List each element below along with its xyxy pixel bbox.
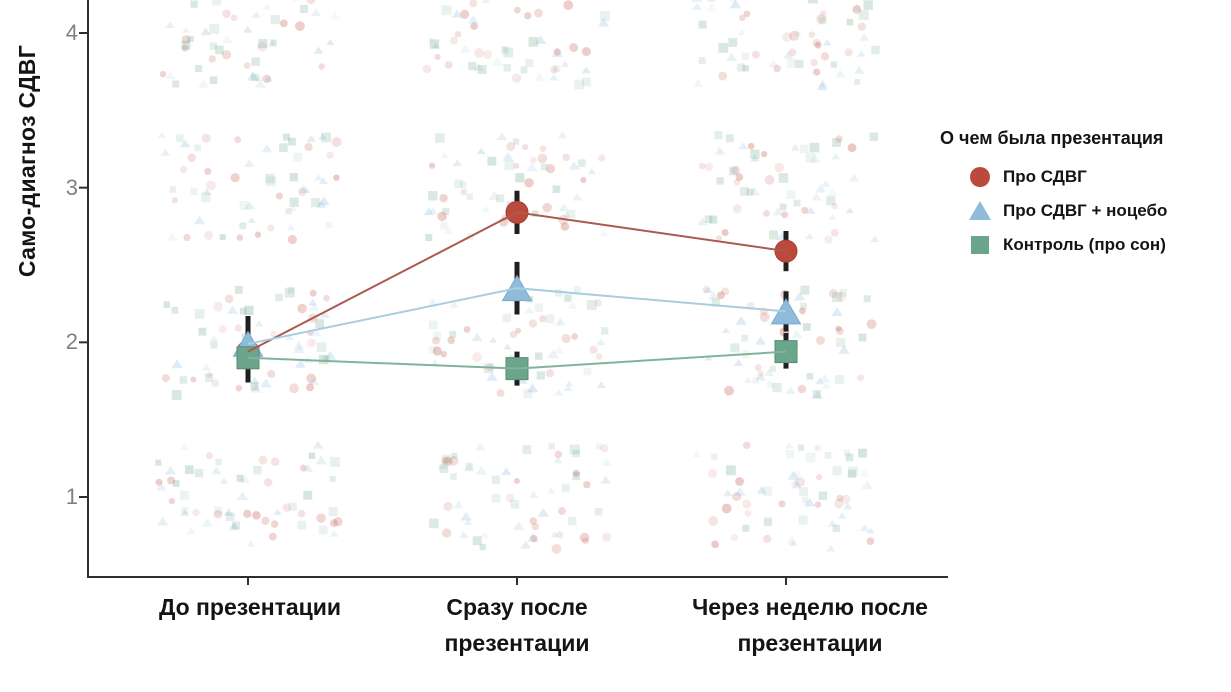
legend-title: О чем была презентация — [940, 128, 1164, 148]
jitter-raw-points — [155, 0, 880, 554]
legend-item-pro-sdvg: Про СДВГ — [968, 160, 1231, 194]
legend-item-label: Про СДВГ — [1003, 167, 1087, 186]
square-marker-icon — [971, 236, 989, 254]
legend: О чем была презентация Про СДВГ Про СДВГ… — [940, 128, 1231, 262]
legend-item-control: Контроль (про сон) — [968, 228, 1231, 262]
circle-marker-icon — [970, 167, 990, 187]
series-lines — [247, 211, 787, 370]
y-axis-title: Само-диагноз СДВГ — [14, 44, 40, 278]
triangle-marker-icon — [969, 201, 991, 220]
legend-item-pro-sdvg-nocebo: Про СДВГ + ноцебо — [968, 194, 1231, 228]
legend-item-label: Про СДВГ + ноцебо — [1003, 201, 1168, 220]
axes — [79, 0, 948, 585]
legend-item-label: Контроль (про сон) — [1003, 235, 1166, 254]
